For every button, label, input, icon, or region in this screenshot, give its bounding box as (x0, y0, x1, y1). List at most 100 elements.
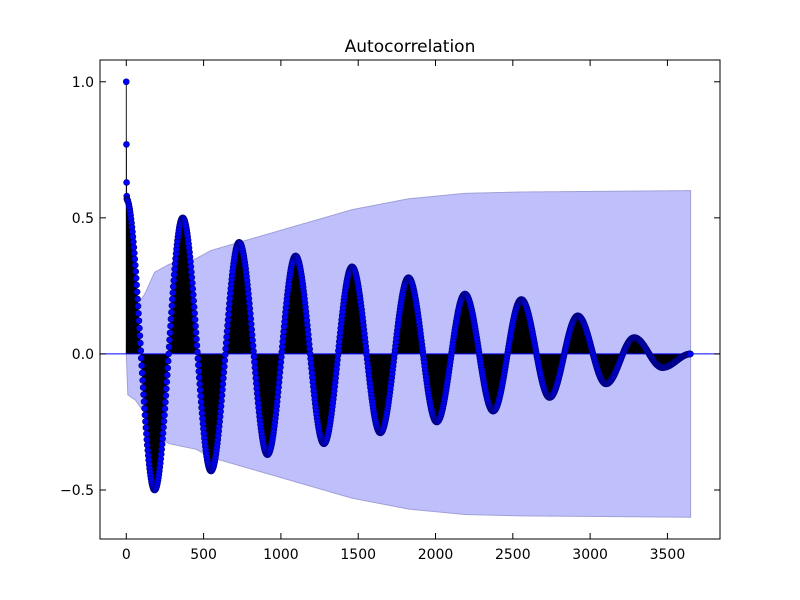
acf-point (158, 440, 166, 448)
x-tick-label: 2000 (418, 547, 454, 563)
acf-point (250, 347, 257, 355)
acf-point (188, 274, 196, 281)
acf-point (136, 324, 143, 332)
acf-point (217, 402, 225, 410)
acf-point (225, 310, 232, 318)
acf-point (248, 331, 256, 339)
acf-point (250, 353, 258, 360)
acf-point (196, 386, 204, 394)
acf-point (249, 336, 256, 344)
acf-point (192, 322, 199, 330)
acf-point (687, 350, 694, 358)
acf-point (140, 398, 148, 405)
axes-frame (99, 59, 721, 540)
acf-point (136, 332, 144, 339)
acf-point (251, 358, 258, 366)
acf-point (123, 141, 130, 148)
chart-title: Autocorrelation (345, 37, 476, 57)
acf-point (188, 268, 195, 276)
acf-point (190, 297, 197, 305)
acf-point (123, 179, 130, 186)
acf-point (133, 281, 140, 289)
acf-point (130, 238, 137, 246)
x-tick-label: 1000 (263, 547, 299, 563)
acf-point (168, 309, 175, 316)
x-tick-label: 3000 (572, 547, 608, 563)
acf-point (134, 302, 142, 310)
acf-point (160, 417, 168, 425)
acf-point (224, 322, 231, 329)
acf-point (137, 339, 144, 347)
x-tick-label: 500 (190, 547, 217, 563)
acf-point (170, 271, 178, 279)
acf-point (162, 398, 169, 406)
acf-point (133, 288, 141, 296)
acf-point (189, 285, 197, 293)
acf-point (198, 409, 206, 417)
acf-point (222, 345, 229, 353)
acf-point (221, 351, 229, 358)
acf-point (132, 274, 140, 282)
acf-point (221, 363, 228, 370)
acf-point (192, 329, 200, 336)
acf-point (169, 295, 176, 303)
acf-point (162, 392, 170, 399)
x-axis: 0 500 1000 1500 2000 2500 3000 3500 (122, 60, 685, 563)
acf-point (169, 283, 177, 290)
acf-point (221, 357, 229, 364)
acf-point (195, 368, 203, 375)
acf-point (131, 249, 138, 257)
acf-point (161, 405, 169, 413)
acf-point (191, 309, 198, 317)
acf-point (135, 310, 142, 317)
acf-point (219, 386, 226, 394)
acf-point (164, 357, 172, 365)
acf-point (142, 418, 149, 425)
x-tick-label: 0 (122, 547, 131, 563)
acf-point (224, 316, 232, 324)
acf-point (159, 435, 166, 443)
acf-point (140, 391, 147, 398)
acf-point (195, 374, 203, 381)
acf-point (134, 295, 141, 303)
acf-point (190, 303, 198, 311)
acf-point (163, 378, 171, 386)
acf-point (168, 302, 176, 309)
acf-point (195, 361, 202, 369)
acf-point (191, 316, 199, 323)
acf-point (193, 335, 200, 343)
acf-point (223, 327, 231, 335)
acf-point (166, 336, 173, 344)
acf-point (169, 289, 177, 297)
acf-point (131, 255, 139, 263)
acf-point (122, 78, 130, 86)
acf-point (167, 315, 175, 323)
acf-point (189, 291, 197, 299)
acf-point (167, 322, 174, 330)
acf-point (166, 329, 174, 337)
acf-point (248, 326, 255, 333)
acf-point (132, 268, 140, 275)
acf-point (165, 350, 172, 358)
acf-point (163, 385, 170, 393)
acf-point (142, 424, 150, 432)
acf-point (223, 333, 230, 341)
acf-point (218, 392, 226, 399)
acf-point (131, 261, 139, 269)
acf-point (141, 405, 148, 412)
acf-point (137, 347, 145, 354)
acf-point (171, 265, 178, 273)
acf-point (139, 376, 146, 384)
acf-point (135, 317, 143, 325)
y-tick-label: 0.5 (72, 211, 94, 227)
acf-point (194, 355, 202, 362)
acf-point (189, 279, 196, 287)
acf-point (164, 364, 172, 372)
y-tick-label: 1.0 (72, 75, 94, 91)
acf-point (197, 398, 205, 406)
acf-point (170, 277, 178, 284)
acf-point (138, 362, 146, 369)
plot-area (100, 78, 720, 518)
acf-point (193, 342, 201, 349)
